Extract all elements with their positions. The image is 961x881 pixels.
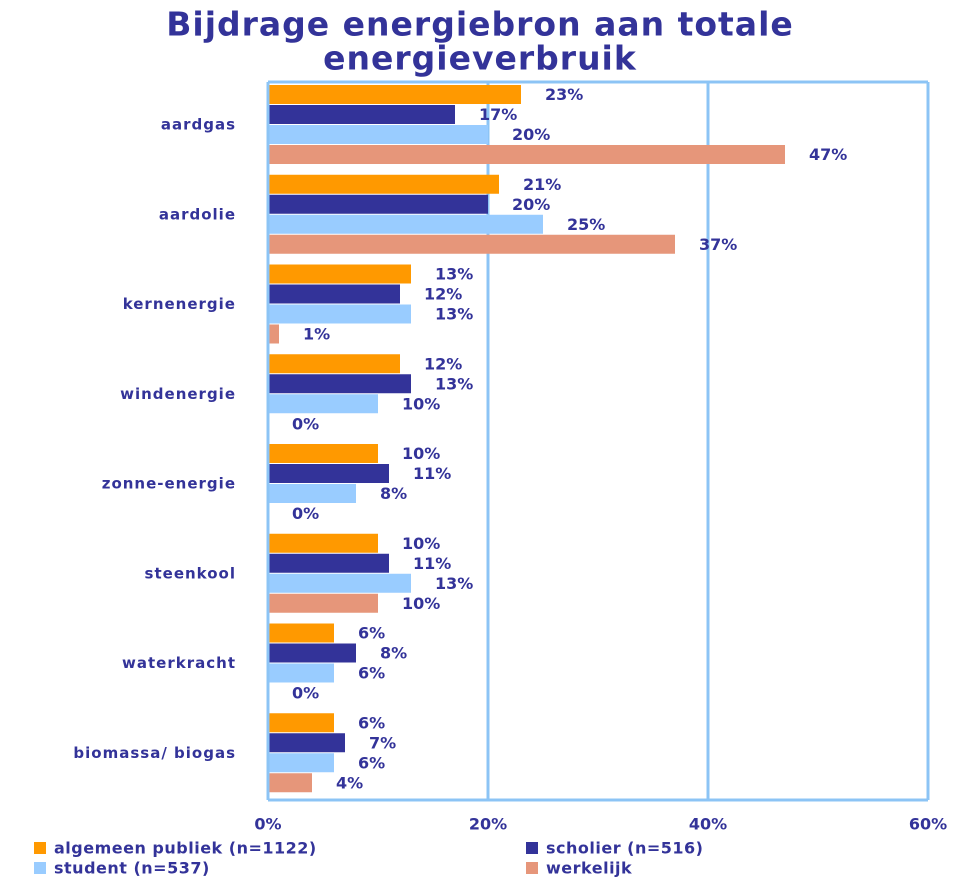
legend-swatch	[526, 842, 538, 854]
bar	[268, 85, 521, 104]
value-label: 0%	[292, 504, 319, 523]
value-label: 13%	[435, 305, 473, 324]
bar	[268, 374, 411, 394]
value-label: 10%	[402, 444, 440, 463]
y-tick-label: steenkool	[145, 564, 236, 582]
value-label: 20%	[512, 125, 550, 144]
value-label: 8%	[380, 484, 407, 503]
legend-label: algemeen publiek (n=1122)	[54, 839, 317, 858]
value-label: 47%	[809, 145, 847, 164]
bar	[268, 304, 411, 324]
bar	[268, 773, 312, 793]
bar	[268, 194, 488, 214]
bar	[268, 174, 499, 194]
bar	[268, 733, 345, 753]
bar	[268, 484, 356, 503]
y-tick-label: kernenergie	[123, 295, 236, 313]
value-label: 6%	[358, 713, 385, 732]
value-label: 1%	[303, 325, 330, 344]
bar	[268, 145, 785, 164]
bar	[268, 394, 378, 414]
bar	[268, 284, 400, 304]
value-label: 6%	[358, 624, 385, 643]
bar	[268, 464, 389, 483]
legend-label: student (n=537)	[54, 859, 210, 878]
value-label: 17%	[479, 105, 517, 124]
y-tick-label: zonne-energie	[102, 475, 236, 493]
bar	[268, 533, 378, 553]
x-tick-label: 40%	[689, 815, 727, 834]
value-label: 12%	[424, 354, 462, 373]
value-label: 10%	[402, 394, 440, 413]
legend-swatch	[34, 842, 46, 854]
value-label: 4%	[336, 773, 363, 792]
bar	[268, 663, 334, 683]
value-label: 11%	[413, 554, 451, 573]
bar	[268, 125, 488, 144]
value-label: 7%	[369, 733, 396, 752]
bar	[268, 444, 378, 463]
legend-label: werkelijk	[546, 859, 632, 878]
value-label: 0%	[292, 414, 319, 433]
value-label: 25%	[567, 215, 605, 234]
bar	[268, 623, 334, 643]
legend-swatch	[34, 862, 46, 874]
bar	[268, 234, 675, 254]
bar	[268, 713, 334, 733]
bar	[268, 324, 279, 344]
value-label: 11%	[413, 464, 451, 483]
value-label: 13%	[435, 374, 473, 393]
bar	[268, 753, 334, 773]
bar	[268, 354, 400, 374]
value-label: 0%	[292, 684, 319, 703]
value-label: 13%	[435, 265, 473, 284]
value-label: 10%	[402, 534, 440, 553]
value-label: 13%	[435, 574, 473, 593]
value-label: 23%	[545, 85, 583, 104]
bar	[268, 264, 411, 284]
value-label: 12%	[424, 285, 462, 304]
value-label: 6%	[358, 753, 385, 772]
chart-title: energieverbruik	[323, 39, 637, 78]
y-tick-label: aardolie	[159, 205, 236, 223]
value-label: 8%	[380, 644, 407, 663]
bar	[268, 643, 356, 663]
y-tick-label: aardgas	[161, 116, 236, 134]
value-label: 21%	[523, 175, 561, 194]
bar	[268, 593, 378, 613]
x-tick-label: 0%	[254, 815, 281, 834]
value-label: 10%	[402, 594, 440, 613]
bar	[268, 573, 411, 593]
value-label: 6%	[358, 664, 385, 683]
value-label: 20%	[512, 195, 550, 214]
y-tick-label: windenergie	[120, 385, 236, 403]
legend-swatch	[526, 862, 538, 874]
bar	[268, 214, 543, 234]
value-label: 37%	[699, 235, 737, 254]
chart-title: Bijdrage energiebron aan totale	[166, 5, 794, 44]
legend-label: scholier (n=516)	[546, 839, 704, 858]
x-tick-label: 20%	[469, 815, 507, 834]
x-tick-label: 60%	[909, 815, 947, 834]
y-tick-label: biomassa/ biogas	[73, 744, 236, 762]
bar	[268, 553, 389, 573]
y-tick-label: waterkracht	[122, 654, 236, 672]
bar	[268, 105, 455, 124]
